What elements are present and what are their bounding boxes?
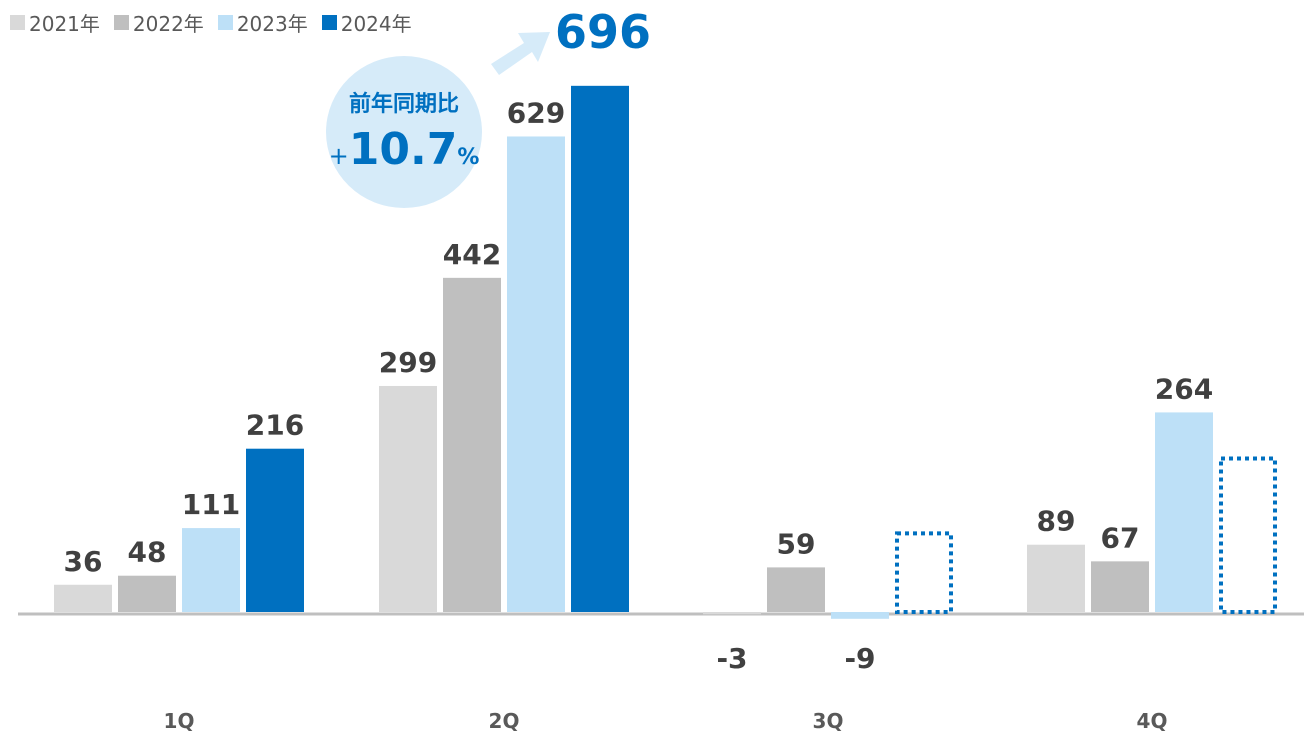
data-label-2023年-3Q: -9 (844, 642, 875, 675)
legend-item-2023: 2023年 (217, 8, 308, 37)
bar-2022年-4Q (1091, 561, 1149, 612)
yoy-value: +10.7% (326, 124, 482, 175)
bar-2023年-1Q (182, 528, 240, 612)
bar-2022年-1Q (118, 575, 176, 612)
data-label-2023年-4Q: 264 (1155, 372, 1213, 405)
bar-2024年-2Q (571, 85, 629, 613)
yoy-unit: % (457, 145, 480, 170)
legend-label-2023: 2023年 (236, 12, 308, 36)
data-label-2022年-1Q: 48 (128, 536, 167, 569)
bar-2021年-2Q (379, 385, 437, 612)
legend-swatch-2021 (10, 15, 25, 30)
x-tick-label-1Q: 1Q (164, 709, 195, 732)
data-label-2023年-1Q: 111 (182, 488, 240, 521)
legend-item-2024: 2024年 (321, 8, 412, 37)
legend-label-2022: 2022年 (132, 12, 204, 36)
data-label-2022年-3Q: 59 (777, 527, 816, 560)
bar-2021年-4Q (1027, 544, 1085, 612)
bar-2023年-4Q (1155, 412, 1213, 612)
chart-legend: 2021年 2022年 2023年 2024年 (10, 8, 412, 37)
legend-label-2021: 2021年 (29, 12, 100, 36)
x-tick-label-2Q: 2Q (489, 709, 520, 732)
yoy-number: 10.7 (348, 124, 458, 175)
highlight-value: 696 (555, 5, 652, 59)
yoy-badge: 前年同期比 +10.7% (326, 56, 482, 208)
legend-item-2022: 2022年 (113, 8, 204, 37)
data-label-2023年-2Q: 629 (507, 96, 565, 129)
data-label-2021年-1Q: 36 (64, 545, 103, 578)
bar-2023年-2Q (507, 136, 565, 612)
bar-2022年-2Q (443, 277, 501, 612)
x-tick-label-4Q: 4Q (1137, 709, 1168, 732)
data-label-2022年-2Q: 442 (443, 238, 501, 271)
bar-2024年-1Q (246, 448, 304, 612)
data-label-2021年-2Q: 299 (379, 346, 437, 379)
forecast-bar-3Q (895, 531, 953, 614)
growth-arrow (491, 32, 550, 75)
data-label-2022年-4Q: 67 (1101, 521, 1140, 554)
data-label-2024年-1Q: 216 (246, 409, 304, 442)
data-label-2021年-3Q: -3 (716, 642, 747, 675)
bar-2021年-1Q (54, 584, 112, 612)
x-tick-label-3Q: 3Q (813, 709, 844, 732)
legend-label-2024: 2024年 (340, 12, 412, 36)
forecast-bar-4Q (1219, 456, 1277, 615)
data-label-2021年-4Q: 89 (1037, 505, 1076, 538)
bar-2021年-3Q (703, 612, 761, 615)
legend-swatch-2022 (113, 15, 129, 30)
yoy-sign: + (328, 142, 349, 170)
legend-item-2021: 2021年 (10, 8, 100, 37)
legend-swatch-2024 (321, 15, 337, 30)
bar-2022年-3Q (767, 567, 825, 612)
bar-2023年-3Q (831, 612, 889, 619)
yoy-label: 前年同期比 (348, 92, 459, 117)
legend-swatch-2023 (217, 15, 233, 30)
